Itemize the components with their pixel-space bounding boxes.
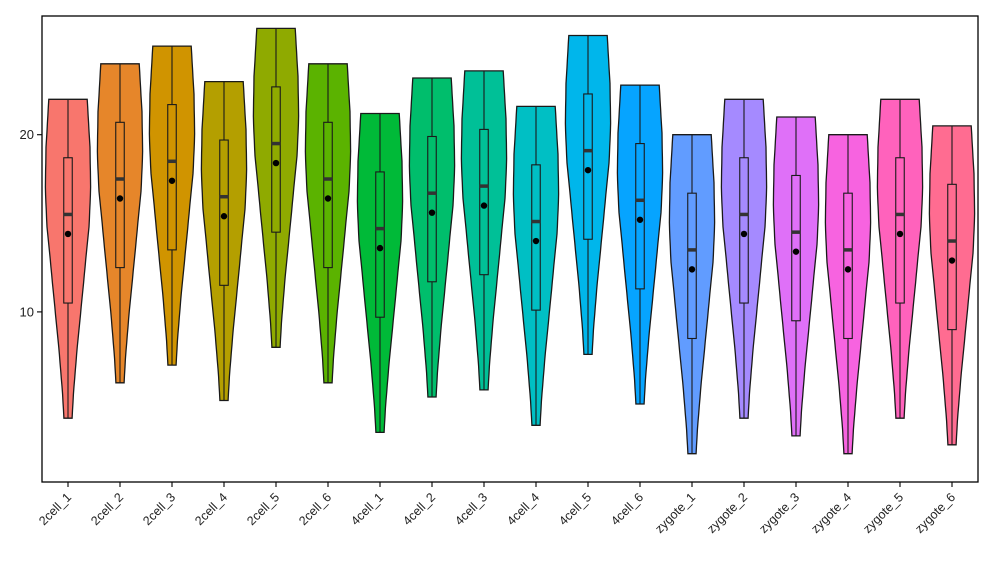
- box-4cell_2: [427, 135, 437, 283]
- mean-point-2cell_2: [116, 195, 124, 202]
- box-4cell_3: [479, 128, 489, 276]
- mean-point-zygote_1: [688, 266, 696, 273]
- box-zygote_3: [791, 174, 801, 322]
- x-tick-label-2cell_5: 2cell_5: [244, 490, 282, 528]
- mean-point-4cell_1: [376, 244, 384, 252]
- x-tick-label-4cell_5: 4cell_5: [556, 490, 594, 528]
- x-tick-label-4cell_3: 4cell_3: [452, 490, 490, 528]
- box-zygote_1: [687, 192, 697, 340]
- x-tick-label-zygote_5: zygote_5: [860, 490, 906, 536]
- x-tick-label-4cell_4: 4cell_4: [504, 490, 542, 528]
- x-tick-label-4cell_1: 4cell_1: [348, 490, 386, 528]
- x-tick-label-zygote_3: zygote_3: [756, 490, 802, 536]
- y-axis: 10 20: [20, 127, 42, 319]
- mean-point-4cell_6: [636, 216, 644, 223]
- mean-point-4cell_2: [428, 209, 436, 216]
- box-4cell_6: [635, 143, 645, 290]
- box-2cell_5: [271, 86, 281, 233]
- box-zygote_4: [843, 192, 853, 340]
- y-tick-label-20: 20: [20, 127, 34, 142]
- x-tick-label-2cell_1: 2cell_1: [36, 490, 74, 528]
- mean-point-2cell_4: [220, 213, 228, 220]
- box-4cell_1: [375, 171, 385, 318]
- box-2cell_4: [219, 139, 229, 286]
- x-tick-label-4cell_2: 4cell_2: [400, 490, 438, 528]
- box-2cell_1: [63, 157, 73, 304]
- mean-point-zygote_2: [740, 230, 748, 238]
- mean-point-2cell_3: [168, 177, 176, 184]
- box-zygote_6: [947, 183, 957, 331]
- boxes-layer: [63, 28, 957, 454]
- x-tick-label-zygote_6: zygote_6: [912, 490, 958, 536]
- x-tick-label-zygote_1: zygote_1: [652, 490, 698, 536]
- mean-point-zygote_5: [896, 230, 904, 238]
- mean-point-4cell_5: [584, 166, 592, 174]
- violins-layer: [44, 27, 976, 455]
- mean-point-zygote_6: [948, 257, 956, 264]
- mean-point-2cell_1: [64, 230, 72, 238]
- box-2cell_3: [167, 104, 177, 251]
- x-tick-label-2cell_3: 2cell_3: [140, 490, 178, 528]
- mean-point-2cell_6: [324, 195, 332, 202]
- x-tick-label-zygote_4: zygote_4: [808, 490, 854, 536]
- mean-point-2cell_5: [272, 159, 280, 167]
- x-axis: 2cell_1 2cell_2 2cell_3 2cell_4 2cell_5 2cell…: [36, 482, 958, 536]
- x-tick-label-2cell_6: 2cell_6: [296, 490, 334, 528]
- x-tick-label-zygote_2: zygote_2: [704, 490, 750, 536]
- x-tick-label-2cell_4: 2cell_4: [192, 490, 230, 528]
- x-tick-label-2cell_2: 2cell_2: [88, 490, 126, 528]
- box-2cell_2: [115, 121, 125, 269]
- y-tick-label-10: 10: [20, 304, 34, 319]
- box-4cell_5: [583, 93, 593, 240]
- mean-point-zygote_3: [792, 248, 800, 255]
- box-zygote_2: [739, 157, 749, 304]
- plot-panel-border: [41, 15, 979, 483]
- box-4cell_4: [531, 164, 541, 311]
- mean-point-zygote_4: [844, 266, 852, 273]
- x-tick-label-4cell_6: 4cell_6: [608, 490, 646, 528]
- box-2cell_6: [323, 121, 333, 269]
- mean-point-4cell_4: [532, 237, 540, 245]
- box-zygote_5: [895, 157, 905, 304]
- mean-point-4cell_3: [480, 202, 488, 209]
